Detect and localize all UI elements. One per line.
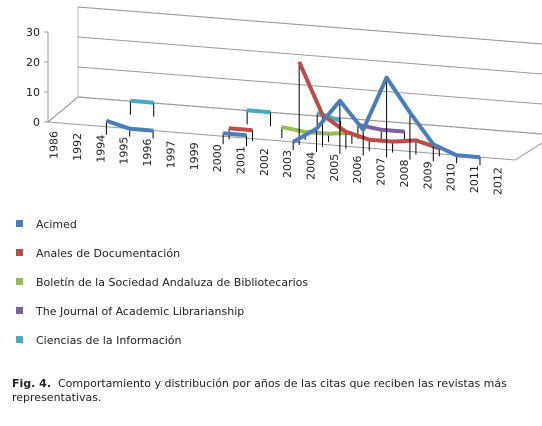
grid-line <box>77 66 542 105</box>
x-tick-label: 2003 <box>281 150 294 178</box>
grid-line <box>77 6 542 45</box>
y-tick-label: 10 <box>26 86 40 99</box>
legend-swatch <box>16 220 23 227</box>
y-tick-label: 20 <box>26 56 40 69</box>
legend-swatch <box>16 307 23 314</box>
x-tick-label: 1995 <box>118 137 131 165</box>
x-tick-label: 2002 <box>258 148 271 176</box>
x-tick-label: 2006 <box>351 156 364 184</box>
legend-swatch <box>16 278 23 285</box>
x-tick-label: 1992 <box>71 133 84 161</box>
legend-label: Acimed <box>36 218 77 231</box>
legend-swatch <box>16 249 23 256</box>
x-tick-label: 1994 <box>94 135 107 163</box>
grid-line <box>77 96 542 135</box>
left-wall-edge <box>47 96 79 123</box>
caption-text: Comportamiento y distribución por años d… <box>12 377 507 404</box>
x-tick-label: 2001 <box>234 146 247 174</box>
x-tick-label: 2000 <box>211 144 224 172</box>
x-tick-label: 2012 <box>491 167 504 195</box>
x-tick-label: 1986 <box>48 131 61 159</box>
y-tick-label: 30 <box>26 26 40 39</box>
grid-line <box>77 36 542 75</box>
y-tick-label: 0 <box>33 116 40 129</box>
caption: Fig. 4. Comportamiento y distribución po… <box>12 377 527 405</box>
legend-label: The Journal of Academic Librarianship <box>35 305 244 318</box>
x-tick-label: 2007 <box>375 158 388 186</box>
x-tick-label: 2004 <box>305 152 318 180</box>
series-line <box>105 75 481 160</box>
legend-label: Boletín de la Sociedad Andaluza de Bibli… <box>36 276 308 289</box>
x-tick-label: 1999 <box>188 142 201 170</box>
x-tick-label: 1996 <box>141 139 154 167</box>
x-tick-label: 2008 <box>398 159 411 187</box>
caption-label: Fig. 4. <box>12 377 51 390</box>
x-tick-label: 2011 <box>468 165 481 193</box>
x-tick-label: 2005 <box>328 154 341 182</box>
chart: 0 10 20 30 1986 1992 1994 1995 1996 1997 1999 2000 2… <box>16 6 542 347</box>
legend-label: Ciencias de la Información <box>36 334 182 347</box>
x-tick-label: 1997 <box>164 140 177 168</box>
x-tick-label: 2010 <box>445 163 458 191</box>
x-tick-label: 2009 <box>421 161 434 189</box>
legend-label: Anales de Documentación <box>36 247 180 260</box>
legend-swatch <box>16 336 23 343</box>
series-line <box>228 61 440 151</box>
